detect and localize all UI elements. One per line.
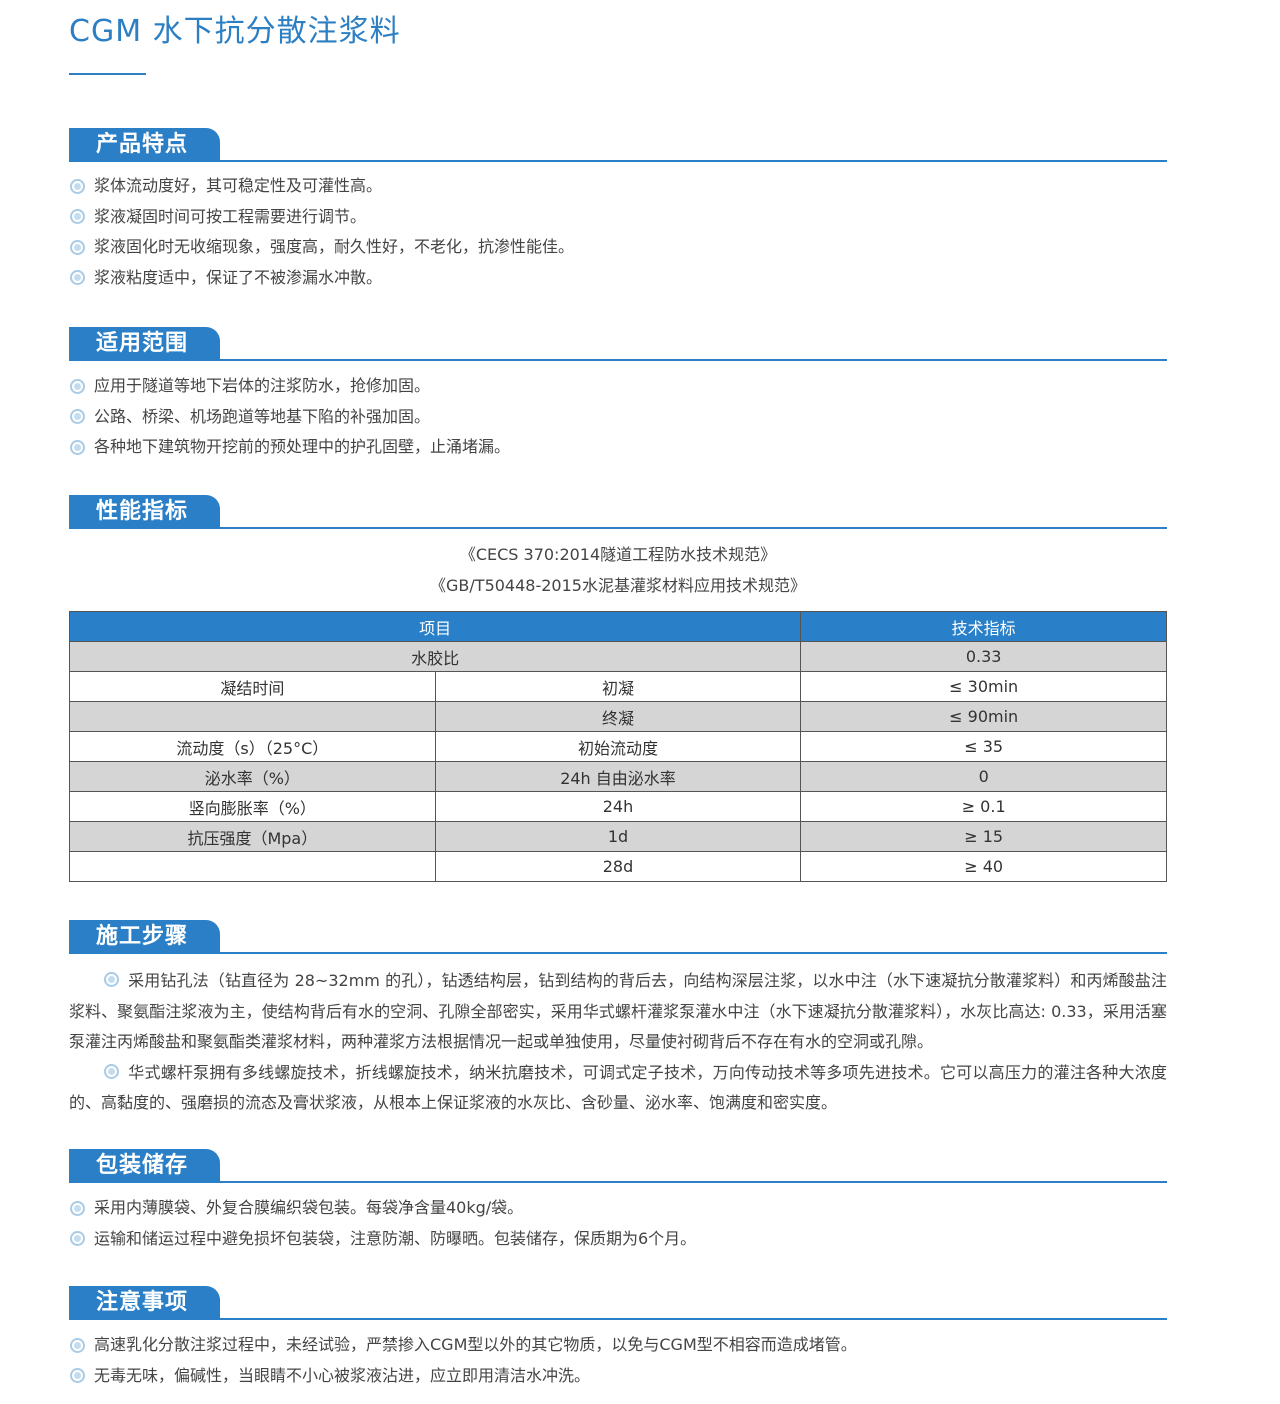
double-circle-icon <box>70 178 85 194</box>
cell-sub: 初凝 <box>434 671 802 702</box>
double-circle-icon <box>70 270 85 286</box>
table-row: 水胶比 0.33 <box>68 641 1167 672</box>
section-title: 注意事项 <box>69 1286 220 1319</box>
list-item: 应用于隧道等地下岩体的注浆防水，抢修加固。 <box>69 371 1167 402</box>
section-header-packaging: 包装储存 <box>69 1149 1167 1183</box>
double-circle-icon <box>104 1063 119 1079</box>
title-underline <box>69 73 146 75</box>
cell-sub: 24h 自由泌水率 <box>434 761 802 792</box>
header-value: 技术指标 <box>800 611 1167 642</box>
double-circle-icon <box>70 239 85 255</box>
cell-sub: 初始流动度 <box>434 731 802 762</box>
cell-value: ≤ 30min <box>800 671 1167 702</box>
features-list: 浆体流动度好，其可稳定性及可灌性高。 浆液凝固时间可按工程需要进行调节。 浆液固… <box>69 171 1167 293</box>
cell-sub: 终凝 <box>434 701 802 732</box>
section-header-notes: 注意事项 <box>69 1286 1167 1320</box>
section-header-scope: 适用范围 <box>69 327 1167 361</box>
list-item: 浆液凝固时间可按工程需要进行调节。 <box>69 202 1167 233</box>
table-row: 终凝 ≤ 90min <box>69 701 1167 732</box>
cell-item: 抗压强度（Mpa） <box>69 821 436 852</box>
cell-value: ≥ 15 <box>800 821 1167 852</box>
header-item: 项目 <box>68 611 802 642</box>
table-row: 抗压强度（Mpa） 1d ≥ 15 <box>69 821 1167 852</box>
section-title: 产品特点 <box>69 128 220 161</box>
section-header-features: 产品特点 <box>69 128 1167 162</box>
list-item: 各种地下建筑物开挖前的预处理中的护孔固壁，止涌堵漏。 <box>69 432 1167 463</box>
construction-text: 采用钻孔法（钻直径为 28~32mm 的孔），钻透结构层，钻到结构的背后去，向结… <box>69 966 1167 1119</box>
scope-list: 应用于隧道等地下岩体的注浆防水，抢修加固。 公路、桥梁、机场跑道等地基下陷的补强… <box>69 371 1167 463</box>
cell-item: 泌水率（%） <box>69 761 436 792</box>
cell-item: 流动度（s）（25°C） <box>69 731 436 762</box>
list-item: 浆体流动度好，其可稳定性及可灌性高。 <box>69 171 1167 202</box>
cell-value: ≤ 35 <box>800 731 1167 762</box>
divider <box>69 1181 1167 1183</box>
list-item: 浆液固化时无收缩现象，强度高，耐久性好，不老化，抗渗性能佳。 <box>69 232 1167 263</box>
divider <box>69 1318 1167 1320</box>
double-circle-icon <box>104 972 119 987</box>
divider <box>69 160 1167 162</box>
cell-item: 凝结时间 <box>69 671 436 702</box>
section-title: 性能指标 <box>69 495 220 528</box>
double-circle-icon <box>70 1200 85 1216</box>
spec-table: 项目 技术指标 水胶比 0.33 凝结时间 初凝 ≤ 30min 终凝 ≤ 90… <box>68 611 1167 882</box>
cell-item: 水胶比 <box>68 641 802 672</box>
cell-value: 0 <box>800 761 1167 792</box>
page-title: CGM 水下抗分散注浆料 <box>69 14 401 49</box>
cell-value: ≤ 90min <box>800 701 1167 732</box>
divider <box>69 952 1167 954</box>
section-title: 包装储存 <box>69 1149 220 1182</box>
cell-sub: 24h <box>434 791 802 822</box>
list-item: 浆液粘度适中，保证了不被渗漏水冲散。 <box>69 263 1167 294</box>
cell-item <box>69 701 436 732</box>
double-circle-icon <box>70 1368 85 1384</box>
packaging-list: 采用内薄膜袋、外复合膜编织袋包装。每袋净含量40kg/袋。 运输和储运过程中避免… <box>69 1193 1167 1254</box>
section-header-construction: 施工步骤 <box>69 920 1167 954</box>
notes-list: 高速乳化分散注浆过程中，未经试验，严禁掺入CGM型以外的其它物质，以免与CGM型… <box>69 1330 1167 1391</box>
cell-item: 竖向膨胀率（%） <box>69 791 436 822</box>
list-item: 无毒无味，偏碱性，当眼睛不小心被浆液沾进，应立即用清洁水冲洗。 <box>69 1361 1167 1392</box>
paragraph: 华式螺杆泵拥有多线螺旋技术，折线螺旋技术，纳米抗磨技术，可调式定子技术，万向传动… <box>69 1062 1167 1113</box>
table-row: 流动度（s）（25°C） 初始流动度 ≤ 35 <box>69 731 1167 762</box>
double-circle-icon <box>70 439 85 455</box>
paragraph: 采用钻孔法（钻直径为 28~32mm 的孔），钻透结构层，钻到结构的背后去，向结… <box>69 971 1167 1051</box>
double-circle-icon <box>70 209 85 225</box>
double-circle-icon <box>70 1231 85 1247</box>
list-item: 运输和储运过程中避免损坏包装袋，注意防潮、防曝晒。包装储存，保质期为6个月。 <box>69 1224 1167 1255</box>
cell-value: ≥ 0.1 <box>800 791 1167 822</box>
list-item: 高速乳化分散注浆过程中，未经试验，严禁掺入CGM型以外的其它物质，以免与CGM型… <box>69 1330 1167 1361</box>
double-circle-icon <box>70 1337 85 1353</box>
cell-value: ≥ 40 <box>800 851 1167 882</box>
table-row: 泌水率（%） 24h 自由泌水率 0 <box>69 761 1167 792</box>
double-circle-icon <box>70 378 85 394</box>
standard-reference: 《GB/T50448-2015水泥基灌浆材料应用技术规范》 <box>430 576 806 595</box>
table-row: 凝结时间 初凝 ≤ 30min <box>69 671 1167 702</box>
cell-sub: 1d <box>434 821 802 852</box>
list-item: 采用内薄膜袋、外复合膜编织袋包装。每袋净含量40kg/袋。 <box>69 1193 1167 1224</box>
table-header-row: 项目 技术指标 <box>68 611 1167 642</box>
list-item: 公路、桥梁、机场跑道等地基下陷的补强加固。 <box>69 402 1167 433</box>
section-header-performance: 性能指标 <box>69 495 1167 529</box>
divider <box>69 527 1167 529</box>
divider <box>69 359 1167 361</box>
cell-item <box>69 851 436 882</box>
table-row: 28d ≥ 40 <box>69 851 1167 882</box>
standard-reference: 《CECS 370:2014隧道工程防水技术规范》 <box>459 545 777 564</box>
table-row: 竖向膨胀率（%） 24h ≥ 0.1 <box>69 791 1167 822</box>
cell-sub: 28d <box>434 851 802 882</box>
double-circle-icon <box>70 409 85 425</box>
section-title: 施工步骤 <box>69 920 220 953</box>
cell-value: 0.33 <box>800 641 1167 672</box>
section-title: 适用范围 <box>69 327 220 360</box>
